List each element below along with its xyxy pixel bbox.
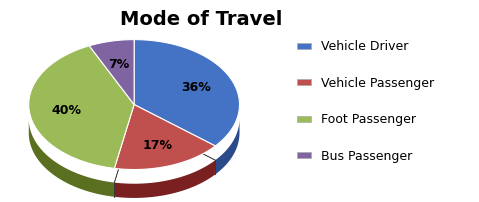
Text: 17%: 17% — [142, 138, 172, 151]
Polygon shape — [216, 119, 240, 175]
Bar — [297, 116, 311, 122]
Text: Vehicle Driver: Vehicle Driver — [321, 40, 408, 53]
Polygon shape — [134, 40, 240, 146]
Polygon shape — [89, 40, 134, 105]
Text: 7%: 7% — [109, 58, 130, 70]
Text: 36%: 36% — [181, 81, 211, 94]
Bar — [297, 80, 311, 86]
Polygon shape — [114, 160, 216, 198]
Text: Mode of Travel: Mode of Travel — [120, 10, 282, 29]
Text: Vehicle Passenger: Vehicle Passenger — [321, 76, 434, 89]
Text: Bus Passenger: Bus Passenger — [321, 149, 412, 162]
Text: Foot Passenger: Foot Passenger — [321, 113, 416, 126]
Bar — [297, 153, 311, 159]
Text: 40%: 40% — [51, 104, 81, 117]
Polygon shape — [29, 120, 114, 197]
Polygon shape — [29, 46, 134, 168]
Bar — [297, 43, 311, 49]
Polygon shape — [114, 105, 216, 170]
